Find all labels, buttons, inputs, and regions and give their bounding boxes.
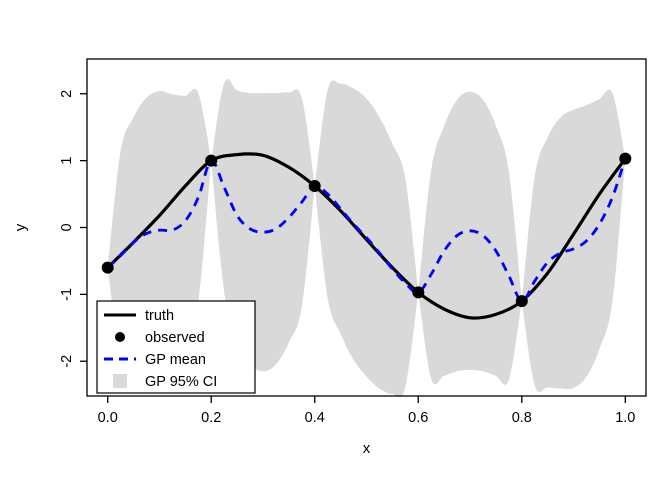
observed-point xyxy=(619,152,632,165)
legend-item: GP mean xyxy=(104,352,206,368)
x-tick-label: 0.8 xyxy=(512,410,532,426)
y-tick-label: 1 xyxy=(59,157,75,165)
legend-label: observed xyxy=(145,330,205,346)
y-tick-label: 0 xyxy=(59,223,75,231)
x-tick-label: 1.0 xyxy=(615,410,635,426)
observed-points xyxy=(101,152,632,308)
ci-band-segment xyxy=(521,89,626,393)
observed-point xyxy=(308,180,321,192)
x-axis-label: x xyxy=(363,440,371,457)
y-axis-label: y xyxy=(12,223,29,231)
legend-label: GP mean xyxy=(145,352,206,368)
legend-fill-symbol xyxy=(113,374,127,388)
x-tick-label: 0.0 xyxy=(98,410,118,426)
legend-item: observed xyxy=(115,330,205,346)
legend-label: GP 95% CI xyxy=(145,374,217,390)
y-tick-label: -2 xyxy=(59,355,75,368)
x-tick-label: 0.4 xyxy=(305,410,325,426)
legend-item: GP 95% CI xyxy=(113,374,217,390)
ci-band-segment xyxy=(211,79,315,372)
gp-mean-line xyxy=(106,158,627,303)
observed-point xyxy=(205,154,218,167)
observed-point xyxy=(515,295,528,308)
x-tick-label: 0.2 xyxy=(201,410,221,426)
y-axis: -2 -1 0 1 2 xyxy=(59,90,87,368)
observed-point xyxy=(412,286,425,299)
ci-band-segment xyxy=(418,91,522,385)
y-tick-label: -1 xyxy=(59,288,75,301)
observed-point xyxy=(101,261,114,274)
x-axis: 0.0 0.2 0.4 0.6 0.8 1.0 xyxy=(98,396,635,426)
x-tick-label: 0.6 xyxy=(408,410,428,426)
legend: truth observed GP mean GP 95% CI xyxy=(96,300,256,394)
legend-item: truth xyxy=(104,308,174,324)
legend-point-symbol xyxy=(115,332,125,342)
legend-label: truth xyxy=(145,308,174,324)
y-tick-label: 2 xyxy=(59,90,75,98)
